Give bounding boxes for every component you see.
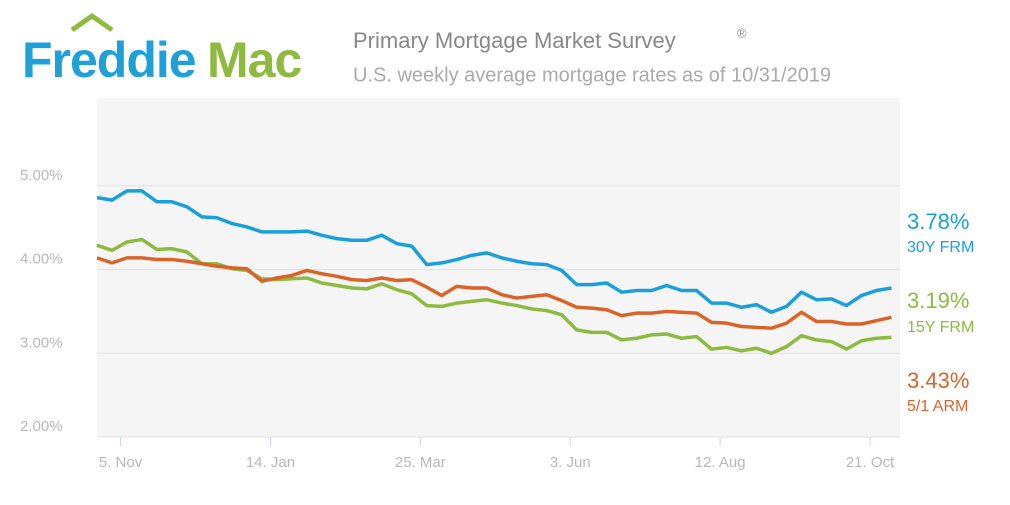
x-tick-label: 5. Nov [99,454,143,471]
chart-subtitle: U.S. weekly average mortgage rates as of… [353,64,831,86]
y-tick-label: 5.00% [20,167,63,184]
y-tick-label: 2.00% [20,418,63,435]
y-tick-label: 4.00% [20,251,63,268]
x-tick-label: 21. Oct [846,454,895,471]
end-value-label: 3.19% [907,288,969,313]
logo-freddie: Freddie [22,32,196,88]
logo-mac: Mac [207,32,301,88]
end-value-label: 3.43% [907,368,969,393]
x-tick-label: 25. Mar [395,454,446,471]
chart-title: Primary Mortgage Market Survey [353,28,676,53]
y-tick-label: 3.00% [20,334,63,351]
end-value-label: 3.78% [907,209,969,234]
x-tick-label: 3. Jun [550,454,591,471]
series-line [96,256,892,330]
x-tick-label: 14. Jan [246,454,295,471]
logo-roof [70,12,114,33]
legend-label: 5/1 ARM [907,398,968,415]
legend-label: 15Y FRM [907,319,974,336]
legend-label: 30Y FRM [907,239,974,256]
title-mark: ® [737,25,747,40]
x-tick-label: 12. Aug [695,454,746,471]
series-line [96,189,892,315]
